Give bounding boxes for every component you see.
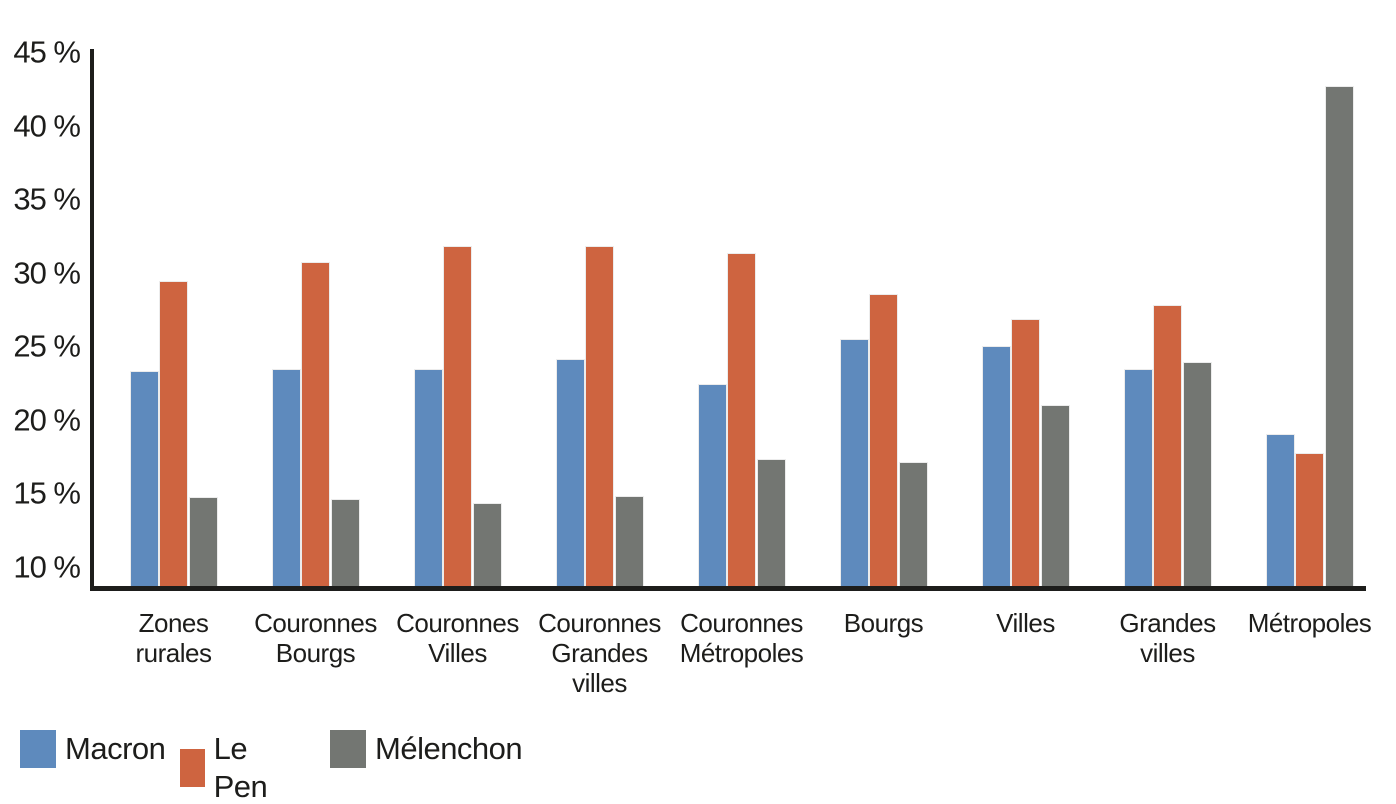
bar-mélenchon-grandes-villes [1182,362,1212,586]
y-tick-label-45: 45 % [13,34,81,70]
y-axis-line [90,49,94,591]
bar-macron-couronnes-bourgs [272,369,301,586]
y-tick-label-20: 20 % [13,402,81,437]
y-tick-label-15: 15 % [13,475,81,511]
bar-mélenchon-metropoles [1324,86,1354,586]
bar-le-pen-zones-rurales [159,281,189,586]
bar-macron-couronnes-metropoles [698,384,727,586]
y-tick-label-10: 10 % [13,549,81,584]
x-label-metropoles: Métropoles [1247,608,1372,638]
x-label-bourgs: Bourgs [843,608,924,638]
bar-le-pen-villes [1011,319,1041,586]
bar-mélenchon-couronnes-grandes-villes [614,496,644,586]
legend-item-mélenchon: Mélenchon [330,730,523,768]
plot-area: 10 % 15 % 20 % 25 % 30 % 35 % 40 % 45 % [13,34,1366,591]
bar-macron-zones-rurales [130,371,159,586]
bar-le-pen-couronnes-bourgs [301,262,331,586]
y-tick-label-30: 30 % [13,255,81,290]
x-label-couronnes-grandes-villes: Couronnes Grandes villes [538,608,661,698]
bar-mélenchon-zones-rurales [188,497,218,586]
legend-item-macron: Macron [20,730,166,768]
bar-le-pen-couronnes-metropoles [727,253,757,586]
bar-mélenchon-couronnes-villes [472,503,502,586]
x-label-couronnes-metropoles: Couronnes Métropoles [679,608,804,668]
bar-le-pen-metropoles [1295,453,1325,586]
x-label-zones-rurales: Zones rurales [135,608,212,668]
legend-label: Macron [65,731,166,766]
legend-swatch-macron [20,730,56,768]
bar-le-pen-grandes-villes [1153,305,1183,586]
bar-macron-villes [982,346,1011,586]
legend-item-le-pen: Le Pen [180,730,279,804]
x-label-couronnes-bourgs: Couronnes Bourgs [254,608,377,668]
bar-macron-bourgs [840,339,869,586]
bar-mélenchon-villes [1040,405,1070,586]
legend-swatch-le-pen [180,749,205,787]
bar-macron-metropoles [1266,434,1295,586]
y-tick-label-25: 25 % [13,328,81,364]
legend-swatch-mélenchon [330,730,366,768]
bar-le-pen-couronnes-grandes-villes [585,246,615,586]
bar-le-pen-couronnes-villes [443,246,473,586]
bar-macron-couronnes-villes [414,369,443,586]
y-tick-label-40: 40 % [13,108,81,143]
bar-macron-couronnes-grandes-villes [556,359,585,586]
x-axis-line [90,586,1366,591]
x-label-grandes-villes: Grandes villes [1119,608,1216,668]
bar-mélenchon-bourgs [898,462,928,586]
legend-label: Le Pen [213,731,268,804]
legend-label: Mélenchon [375,731,523,766]
bar-mélenchon-couronnes-bourgs [330,499,360,586]
y-tick-label-35: 35 % [13,181,81,217]
bar-le-pen-bourgs [869,294,899,586]
x-label-couronnes-villes: Couronnes Villes [396,608,519,668]
x-label-villes: Villes [996,608,1055,638]
bar-mélenchon-couronnes-metropoles [756,459,786,586]
bar-macron-grandes-villes [1124,369,1153,586]
